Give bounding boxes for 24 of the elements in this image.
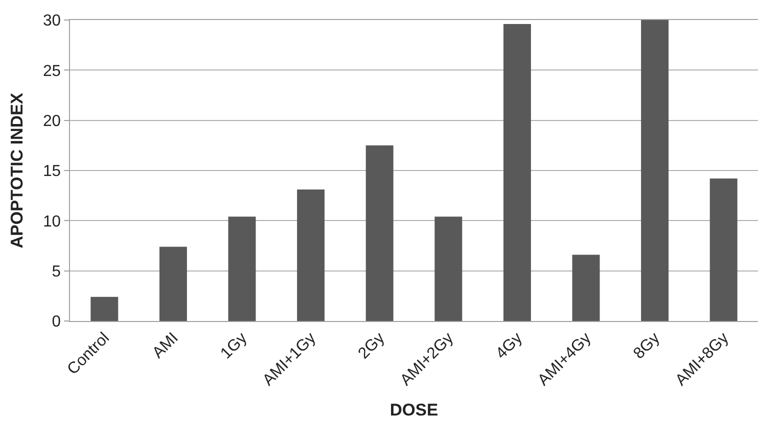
x-tick-label: 4Gy xyxy=(492,330,526,362)
y-tick-label: 5 xyxy=(52,263,61,280)
x-tick-label: AMI xyxy=(150,330,182,362)
bar xyxy=(159,246,187,321)
y-tick-label: 15 xyxy=(43,163,61,180)
bar xyxy=(366,145,394,321)
bar xyxy=(503,24,531,321)
y-tick-label: 0 xyxy=(52,314,61,331)
bar xyxy=(572,254,600,321)
x-tick-label: 1Gy xyxy=(218,330,250,362)
bar xyxy=(228,216,256,321)
y-tick-label: 30 xyxy=(43,12,61,30)
bar xyxy=(710,178,738,321)
bar xyxy=(90,296,118,321)
x-axis-title: DOSE xyxy=(390,400,438,420)
y-axis-title: APOPTOTIC INDEX xyxy=(8,92,27,248)
y-tick-label: 20 xyxy=(43,112,61,130)
x-tick-label: 8Gy xyxy=(630,330,664,362)
x-tick-label: 2Gy xyxy=(355,330,388,362)
bar xyxy=(641,20,669,321)
y-tick-label: 10 xyxy=(43,213,61,230)
bar xyxy=(297,190,325,321)
y-tick-label: 25 xyxy=(43,62,61,80)
bar xyxy=(434,216,462,321)
